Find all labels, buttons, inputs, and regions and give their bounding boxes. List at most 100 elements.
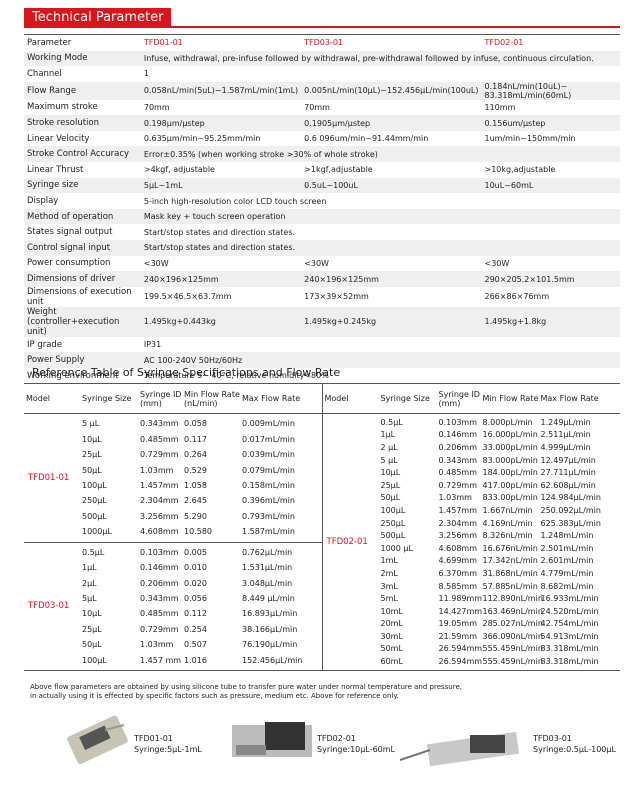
reference-cell: 62.608μL/min: [540, 480, 596, 490]
reference-header-cell: Syringe Size: [380, 394, 430, 403]
product-name: TFD02-01: [317, 734, 356, 743]
param-value: 1: [143, 69, 149, 79]
reference-cell: 6.370mm: [438, 568, 478, 578]
param-label: Stroke Control Accuracy: [27, 149, 130, 160]
param-label: Method of operation: [27, 211, 114, 222]
reference-row: 5mL 11.989mm 112.890nL/min 16.933mL/min: [379, 594, 621, 603]
reference-row: 1mL 4.699mm 17.342nL/min 2.601mL/min: [379, 556, 621, 565]
reference-cell: 1000μL: [82, 527, 112, 537]
product-syringe: Syringe:5μL-1mL: [134, 745, 202, 754]
reference-cell: 1.03mm: [140, 640, 174, 650]
reference-cell: 1.531μL/min: [242, 563, 293, 573]
reference-cell: 4.999μL/min: [540, 442, 591, 452]
param-label: Working Mode: [27, 53, 88, 64]
reference-table: Model Syringe Size Syringe ID (mm) Min Flow…: [24, 383, 620, 671]
reference-row: 60mL 26.594mm 555.459nL/min 83.318mL/min: [379, 657, 621, 666]
reference-cell: 0.117: [184, 434, 207, 444]
reference-cell: 0.762μL/min: [242, 547, 293, 557]
reference-cell: 5 μL: [380, 455, 398, 465]
reference-cell: 0.103mm: [438, 417, 478, 427]
param-value: Start/stop states and direction states.: [143, 227, 296, 237]
reference-row: 25μL 0.729mm 0.264 0.039mL/min: [80, 450, 322, 459]
reference-row: 1μL 0.146mm 0.010 1.531μL/min: [80, 563, 322, 572]
reference-cell: 57.885nL/min: [482, 581, 538, 591]
reference-cell: 38.166μL/min: [242, 624, 298, 634]
reference-cell: 1mL: [380, 556, 398, 566]
reference-row: 100μL 1.457 mm 1.016 152.456μL/min: [80, 656, 322, 665]
reference-cell: 417.00pL/min: [482, 480, 538, 490]
param-row: IP grade IP31: [24, 337, 620, 353]
param-value: 5-inch high-resolution color LCD touch s…: [143, 196, 327, 206]
param-value: 0.156um/μstep: [484, 118, 546, 128]
reference-cell: 1.016: [184, 655, 207, 665]
reference-cell: 27.711μL/min: [540, 468, 596, 478]
reference-row: 25μL 0.729mm 417.00pL/min 62.608μL/min: [379, 481, 621, 490]
product-name: TFD01-01: [134, 734, 173, 743]
reference-cell: 4.608mm: [140, 527, 179, 537]
param-value: 290×205.2×101.5mm: [484, 274, 575, 284]
reference-cell: 16.676nL/min: [482, 543, 538, 553]
group-rows: 0.5μL 0.103mm 8.000pL/min 1.249μL/min 1μL 0.1…: [379, 414, 621, 670]
group-rows: 0.5μL 0.103mm 0.005 0.762μL/min 1μL 0.146mm 0.…: [80, 543, 322, 671]
param-label: Dimensions of execution unit: [27, 286, 132, 307]
param-value: 1.495kg+1.8kg: [484, 317, 547, 327]
param-value: 0.1905μm/μstep: [304, 118, 371, 128]
header-row: Parameter TFD01-01 TFD03-01 TFD02-01: [24, 35, 620, 51]
reference-cell: 8.326nL/min: [482, 531, 533, 541]
param-value: >10kg,adjustable: [484, 165, 556, 175]
reference-row: 500μL 3.256mm 8.326nL/min 1.248mL/min: [379, 531, 621, 540]
reference-cell: 5mL: [380, 594, 398, 604]
reference-row: 1000 μL 4.608mm 16.676nL/min 2.501mL/min: [379, 544, 621, 553]
param-value: 0.6 096um/min~91.44mm/min: [304, 134, 429, 144]
reference-cell: 0.056: [184, 594, 207, 604]
reference-cell: 83.000pL/min: [482, 455, 538, 465]
reference-row: 100μL 1.457mm 1.058 0.158mL/min: [80, 481, 322, 490]
note-line: in actually using it is effected by spec…: [30, 692, 399, 700]
reference-cell: 0.529: [184, 465, 207, 475]
reference-cell: 1μL: [82, 563, 97, 573]
param-value: 110mm: [484, 102, 516, 112]
reference-cell: 285.027nL/min: [482, 619, 543, 629]
reference-cell: 0.5μL: [82, 547, 105, 557]
reference-row: 10μL 0.485mm 0.112 16.893μL/min: [80, 609, 322, 618]
reference-cell: 0.079mL/min: [242, 465, 295, 475]
reference-cell: 20mL: [380, 619, 403, 629]
reference-cell: 76.190μL/min: [242, 640, 298, 650]
reference-cell: 83.318mL/min: [540, 657, 599, 667]
reference-cell: 625.383μL/min: [540, 518, 601, 528]
param-row: Maximum stroke 70mm 70mm 110mm: [24, 100, 620, 116]
reference-cell: 4.169nL/min: [482, 518, 533, 528]
reference-cell: 500μL: [380, 531, 406, 541]
reference-cell: 112.890nL/min: [482, 594, 543, 604]
reference-cell: 0.264: [184, 450, 207, 460]
reference-cell: 0.058: [184, 419, 207, 429]
param-label: Linear Velocity: [27, 133, 90, 144]
param-value: 0.058nL/min(5uL)~1.587mL/min(1mL): [143, 86, 299, 96]
reference-cell: 0.039mL/min: [242, 450, 295, 460]
reference-cell: 11.989mm: [438, 594, 483, 604]
param-value: 70mm: [143, 102, 170, 112]
reference-cell: 250μL: [380, 518, 406, 528]
product-images: [67, 715, 520, 767]
reference-cell: 1.457mm: [140, 480, 179, 490]
reference-header-cell: Min Flow Rate: [482, 394, 539, 403]
reference-row: 1000μL 4.608mm 10.580 1.587mL/min: [80, 527, 322, 536]
header-cell: Parameter: [27, 37, 72, 48]
model-name: TFD03-01: [28, 601, 70, 612]
product-1: TFD02-01 Syringe:10μL-60mL: [317, 733, 395, 755]
param-label: States signal output: [27, 227, 113, 238]
reference-cell: 100μL: [380, 505, 406, 515]
reference-row: 0.5μL 0.103mm 8.000pL/min 1.249μL/min: [379, 418, 621, 427]
reference-cell: 2 μL: [380, 442, 398, 452]
reference-cell: 25μL: [82, 450, 102, 460]
reference-cell: 25μL: [82, 624, 102, 634]
reference-cell: 0.158mL/min: [242, 480, 295, 490]
param-row: Channel 1: [24, 66, 620, 82]
param-row: Linear Thrust >4kgf, adjustable >1kgf,adju…: [24, 162, 620, 178]
param-value: 70mm: [304, 102, 330, 112]
reference-cell: 0.010: [184, 563, 207, 573]
param-row: Linear Velocity 0.635μm/min~95.25mm/min 0.…: [24, 131, 620, 147]
param-label: IP grade: [27, 339, 63, 350]
param-label: Maximum stroke: [27, 102, 98, 113]
param-value: 0.5uL~100uL: [304, 180, 358, 190]
